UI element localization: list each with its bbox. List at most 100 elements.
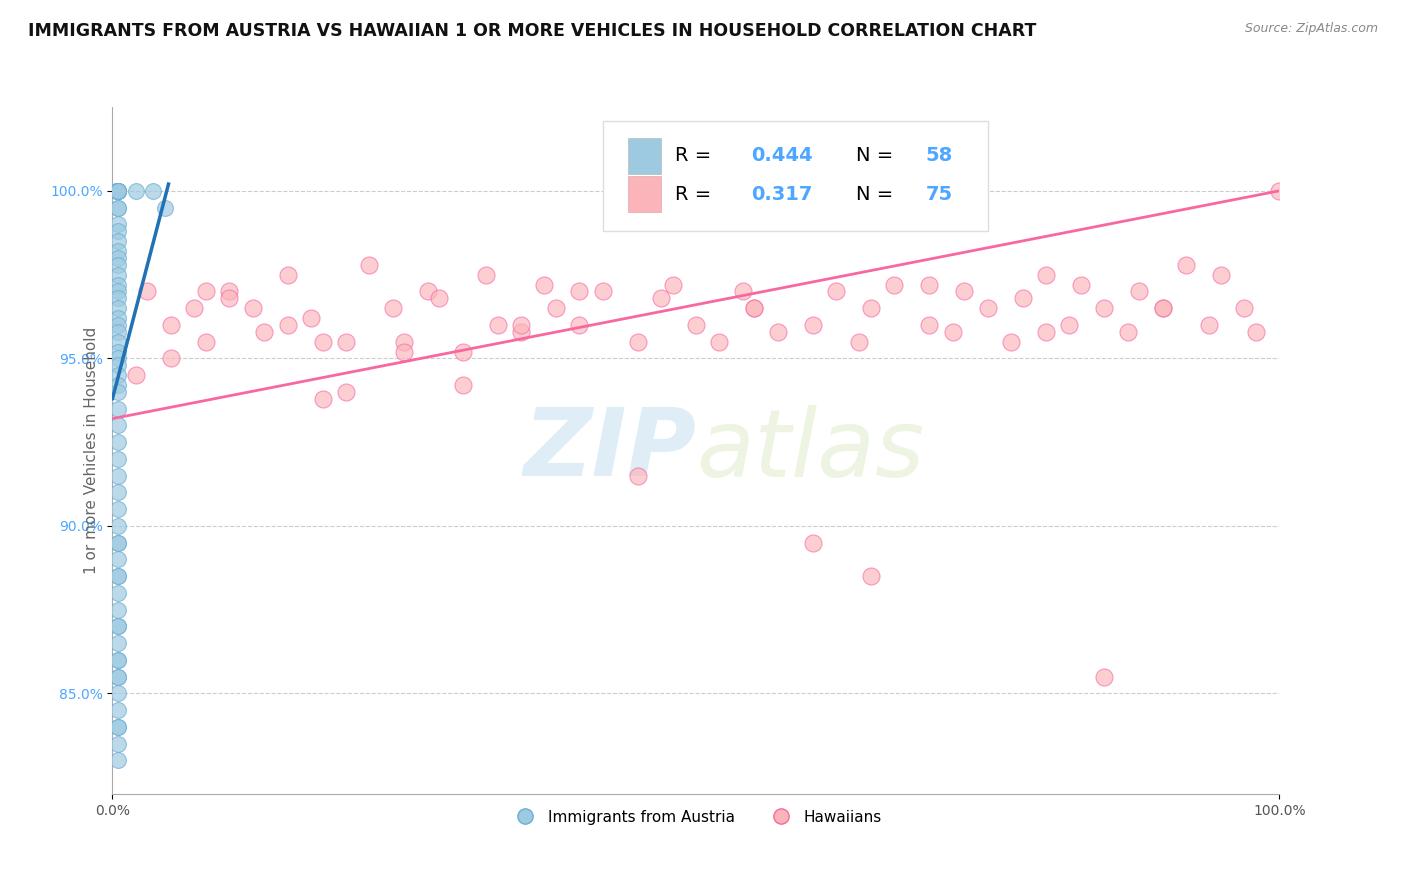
Point	[107, 720, 129, 734]
Point	[1198, 318, 1220, 332]
Point	[311, 392, 333, 406]
Point	[107, 737, 129, 751]
Point	[107, 351, 129, 366]
Point	[299, 311, 322, 326]
Point	[107, 251, 129, 265]
Point	[107, 502, 129, 516]
Point	[107, 485, 129, 500]
Point	[744, 301, 766, 315]
Point	[801, 535, 824, 549]
FancyBboxPatch shape	[603, 120, 987, 231]
Point	[107, 184, 129, 198]
Point	[107, 535, 129, 549]
Point	[359, 258, 381, 272]
Point	[107, 378, 129, 392]
Legend: Immigrants from Austria, Hawaiians: Immigrants from Austria, Hawaiians	[503, 804, 889, 830]
Point	[311, 334, 333, 349]
Point	[107, 619, 129, 633]
Point	[107, 703, 129, 717]
Point	[107, 720, 129, 734]
Point	[1035, 325, 1057, 339]
Point	[731, 285, 754, 299]
Point	[107, 535, 129, 549]
Bar	[628, 177, 661, 212]
Point	[592, 285, 614, 299]
Point	[107, 368, 129, 382]
Text: R =: R =	[675, 146, 717, 165]
Point	[475, 268, 498, 282]
Point	[381, 301, 404, 315]
Point	[976, 301, 998, 315]
Point	[107, 670, 129, 684]
Point	[709, 334, 731, 349]
Point	[427, 291, 450, 305]
Text: IMMIGRANTS FROM AUSTRIA VS HAWAIIAN 1 OR MORE VEHICLES IN HOUSEHOLD CORRELATION : IMMIGRANTS FROM AUSTRIA VS HAWAIIAN 1 OR…	[28, 22, 1036, 40]
Point	[335, 334, 357, 349]
Point	[825, 285, 848, 299]
Point	[1116, 325, 1139, 339]
Point	[107, 318, 129, 332]
Point	[486, 318, 509, 332]
Point	[918, 277, 941, 292]
Point	[661, 277, 683, 292]
Point	[1059, 318, 1081, 332]
Point	[107, 258, 129, 272]
Point	[153, 201, 176, 215]
Point	[194, 334, 217, 349]
Point	[1211, 268, 1233, 282]
Point	[107, 468, 129, 483]
Point	[685, 318, 707, 332]
Text: N =: N =	[856, 185, 900, 203]
Point	[107, 325, 129, 339]
Point	[416, 285, 439, 299]
Point	[107, 224, 129, 238]
Point	[509, 325, 531, 339]
Point	[568, 285, 591, 299]
Point	[107, 334, 129, 349]
Point	[918, 318, 941, 332]
Point	[1035, 268, 1057, 282]
Text: R =: R =	[675, 185, 717, 203]
Point	[451, 344, 474, 359]
Point	[104, 184, 127, 198]
Point	[107, 217, 129, 231]
Point	[942, 325, 965, 339]
Point	[107, 619, 129, 633]
Point	[650, 291, 672, 305]
Point	[107, 344, 129, 359]
Point	[107, 686, 129, 700]
Point	[107, 234, 129, 248]
Point	[1011, 291, 1033, 305]
Point	[107, 653, 129, 667]
Point	[451, 378, 474, 392]
Text: atlas: atlas	[696, 405, 924, 496]
Point	[1094, 301, 1116, 315]
Point	[394, 334, 416, 349]
Point	[107, 418, 129, 433]
Point	[218, 291, 240, 305]
Point	[107, 184, 129, 198]
Point	[107, 311, 129, 326]
Point	[107, 586, 129, 600]
Point	[1233, 301, 1256, 315]
Point	[1152, 301, 1174, 315]
Point	[107, 285, 129, 299]
Point	[253, 325, 276, 339]
Point	[107, 435, 129, 450]
Point	[883, 277, 905, 292]
Point	[136, 285, 159, 299]
Point	[107, 184, 129, 198]
Text: 0.444: 0.444	[751, 146, 813, 165]
Text: 0.317: 0.317	[751, 185, 813, 203]
Point	[107, 301, 129, 315]
Point	[1070, 277, 1092, 292]
Point	[194, 285, 217, 299]
Point	[1244, 325, 1267, 339]
Point	[160, 351, 183, 366]
Point	[160, 318, 183, 332]
Text: Source: ZipAtlas.com: Source: ZipAtlas.com	[1244, 22, 1378, 36]
Point	[107, 569, 129, 583]
Point	[544, 301, 567, 315]
Point	[1128, 285, 1150, 299]
Point	[107, 184, 129, 198]
